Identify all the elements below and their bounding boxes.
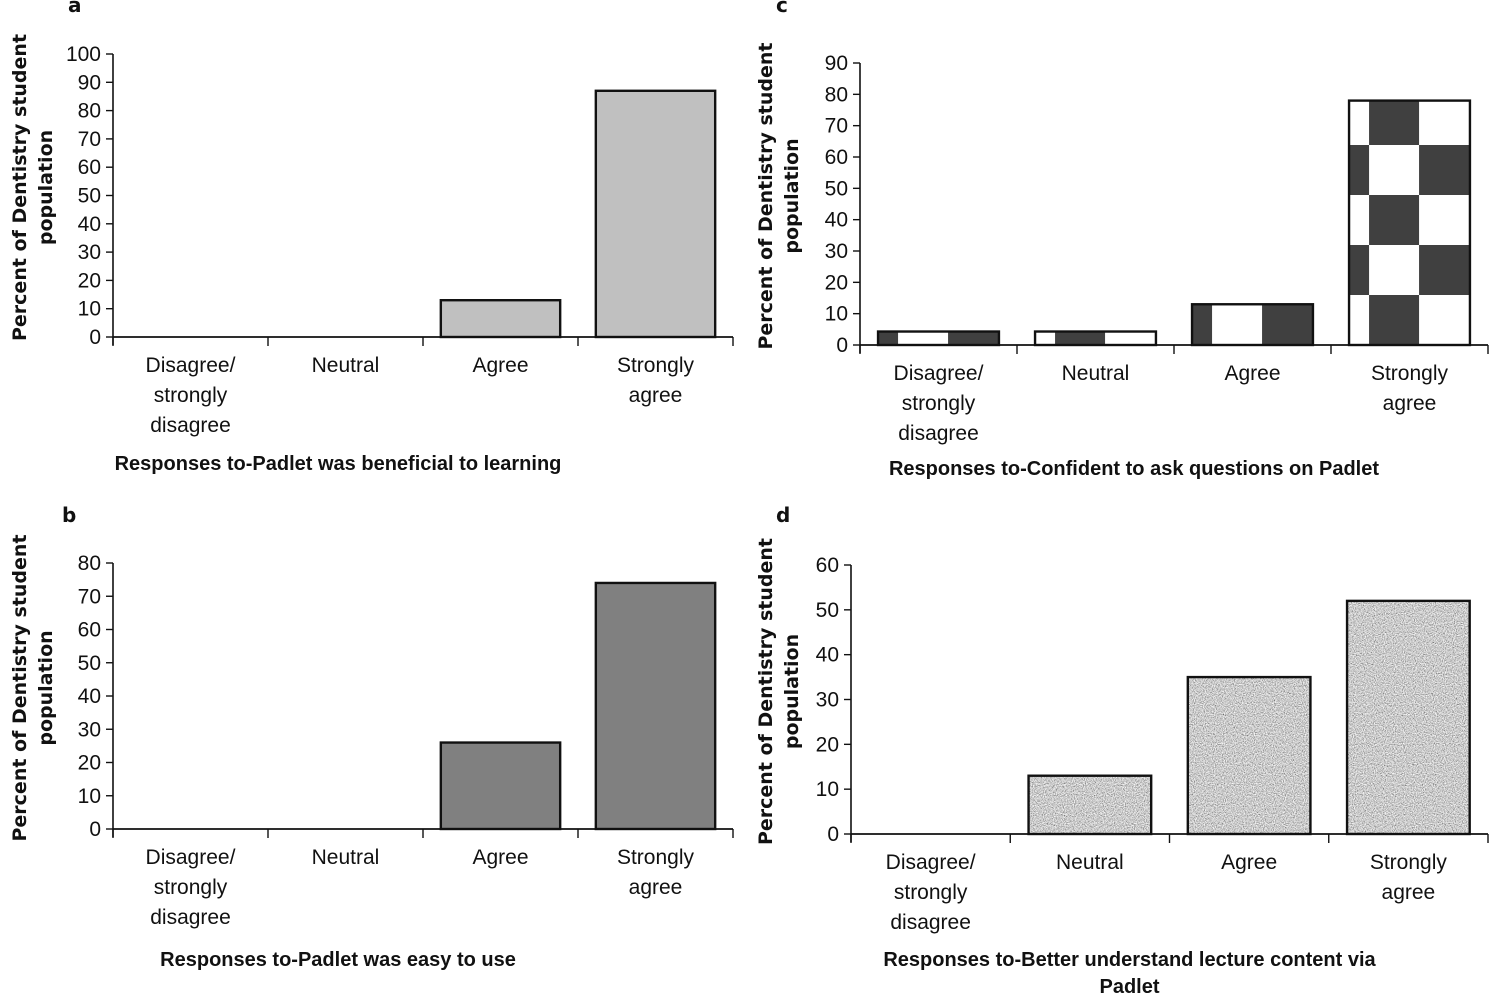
- panel-letter: b: [62, 503, 76, 527]
- y-tick-label: 100: [66, 43, 101, 66]
- y-tick-label: 60: [78, 156, 101, 179]
- x-category-label: strongly: [154, 876, 228, 899]
- x-category-label: Disagree/: [894, 362, 984, 385]
- x-category-label: agree: [629, 384, 683, 407]
- y-tick-label: 20: [78, 752, 101, 775]
- x-category-label: Strongly: [617, 846, 695, 869]
- y-tick-label: 60: [825, 146, 848, 169]
- chart-panel-b: b 0 10 20 30 40 50 60 70 80 Disagree/strongly disag…: [9, 503, 734, 971]
- bar-fill: [595, 582, 716, 829]
- y-tick-label: 0: [89, 818, 101, 841]
- bar-fill: [1028, 775, 1152, 834]
- y-tick-label: 60: [78, 619, 101, 642]
- bar-fill: [878, 331, 999, 345]
- x-category-label: agree: [1382, 881, 1436, 904]
- y-tick-label: 80: [78, 552, 101, 575]
- y-tick-label: 10: [78, 298, 101, 321]
- y-tick-label: 40: [78, 685, 101, 708]
- x-axis-title: Padlet: [1099, 976, 1159, 998]
- y-axis-title: Percent of Dentistry student: [9, 534, 31, 841]
- y-tick-label: 50: [825, 177, 848, 200]
- y-tick-label: 70: [78, 585, 101, 608]
- y-tick-label: 60: [816, 554, 839, 577]
- x-category-label: strongly: [154, 384, 228, 407]
- y-tick-label: 90: [825, 52, 848, 75]
- panel-letter: d: [776, 503, 790, 527]
- y-axis-title: population: [781, 138, 803, 253]
- x-category-label: Disagree/: [886, 851, 976, 874]
- y-axis-title: Percent of Dentistry student: [755, 538, 777, 845]
- y-tick-label: 20: [816, 733, 839, 756]
- y-tick-label: 40: [825, 209, 848, 232]
- bar-fill: [1192, 304, 1313, 345]
- x-category-label: Strongly: [1371, 362, 1449, 385]
- x-category-label: Neutral: [1062, 362, 1130, 385]
- y-tick-label: 0: [836, 334, 848, 357]
- y-axis-title: population: [781, 634, 803, 749]
- x-category-label: Agree: [1224, 362, 1280, 385]
- y-tick-label: 50: [78, 185, 101, 208]
- bar-fill: [1347, 600, 1470, 834]
- x-category-label: strongly: [902, 392, 976, 415]
- x-category-label: Agree: [472, 354, 528, 377]
- x-category-label: strongly: [894, 881, 968, 904]
- chart-panel-d: d 0 10 20 30 40 50 60 Disagree/strongly disagree N…: [755, 503, 1489, 998]
- x-category-label: Disagree/: [146, 846, 236, 869]
- y-tick-label: 50: [816, 599, 839, 622]
- y-axis-title: population: [35, 130, 57, 245]
- y-tick-label: 20: [825, 271, 848, 294]
- y-tick-label: 30: [78, 718, 101, 741]
- x-category-label: disagree: [150, 906, 231, 929]
- bar-fill: [440, 742, 561, 829]
- bar-fill: [1349, 100, 1470, 345]
- y-tick-label: 0: [827, 823, 839, 846]
- y-tick-label: 30: [825, 240, 848, 263]
- bar-fill: [1035, 331, 1156, 345]
- x-category-label: Agree: [472, 846, 528, 869]
- y-tick-label: 70: [825, 115, 848, 138]
- x-category-label: Disagree/: [146, 354, 236, 377]
- panel-letter: a: [68, 0, 82, 17]
- panel-letter: c: [776, 0, 788, 17]
- chart-panel-c: c 0 10 20 30 40 50 60 70 80 90 Disagree/strongly dis…: [755, 0, 1489, 480]
- x-category-label: Strongly: [1370, 851, 1448, 874]
- x-category-label: Agree: [1221, 851, 1277, 874]
- x-axis-title: Responses to-Better understand lecture c…: [883, 949, 1376, 971]
- x-category-label: Neutral: [312, 354, 380, 377]
- y-tick-label: 30: [78, 241, 101, 264]
- y-tick-label: 40: [816, 644, 839, 667]
- x-category-label: Neutral: [1056, 851, 1124, 874]
- y-tick-label: 30: [816, 689, 839, 712]
- y-tick-label: 20: [78, 269, 101, 292]
- y-tick-label: 90: [78, 71, 101, 94]
- y-tick-label: 80: [78, 100, 101, 123]
- y-tick-label: 50: [78, 652, 101, 675]
- x-category-label: disagree: [890, 911, 971, 934]
- x-category-label: Neutral: [312, 846, 380, 869]
- bar-fill: [1187, 677, 1311, 834]
- y-axis-title: Percent of Dentistry student: [9, 34, 31, 341]
- bar-fill: [440, 300, 561, 337]
- x-axis-title: Responses to-Padlet was beneficial to le…: [115, 453, 562, 475]
- x-axis-title: Responses to-Padlet was easy to use: [160, 949, 516, 971]
- chart-panel-a: a 0 10 20 30 40 50 60 70 80 90 100 Disagree/strongly…: [9, 0, 734, 475]
- x-axis-title: Responses to-Confident to ask questions …: [889, 458, 1379, 480]
- y-axis-title: population: [35, 630, 57, 745]
- y-tick-label: 70: [78, 128, 101, 151]
- x-category-label: disagree: [898, 422, 979, 445]
- y-tick-label: 80: [825, 83, 848, 106]
- x-category-label: Strongly: [617, 354, 695, 377]
- y-axis-title: Percent of Dentistry student: [755, 42, 777, 349]
- x-category-label: disagree: [150, 414, 231, 437]
- x-category-label: agree: [629, 876, 683, 899]
- bar-fill: [595, 90, 716, 337]
- y-tick-label: 10: [816, 778, 839, 801]
- y-tick-label: 10: [825, 303, 848, 326]
- y-tick-label: 40: [78, 213, 101, 236]
- x-category-label: agree: [1383, 392, 1437, 415]
- y-tick-label: 0: [89, 326, 101, 349]
- y-tick-label: 10: [78, 785, 101, 808]
